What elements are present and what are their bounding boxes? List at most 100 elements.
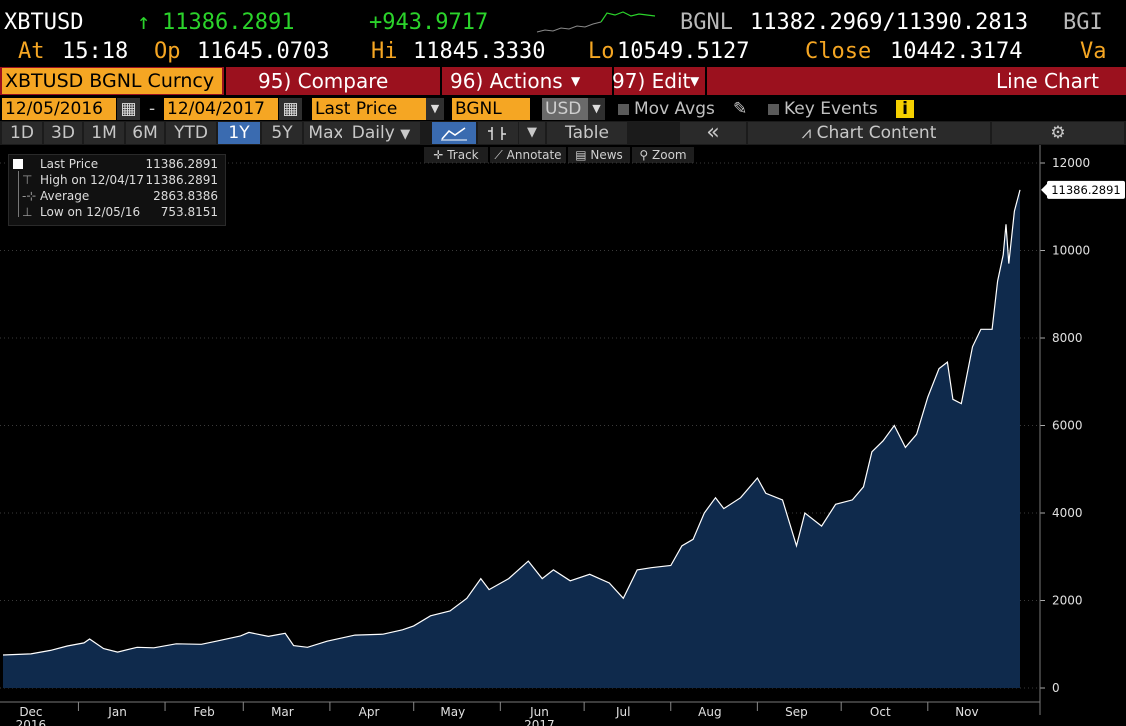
x-tick-label: Oct [870,705,891,719]
pricing-source-input[interactable]: BGNL [452,98,530,120]
mov-avgs-label: Mov Avgs [634,99,715,119]
chart-content-icon: ⩘ [801,123,812,143]
news-button[interactable]: ▤ News [568,147,630,163]
table-tab[interactable]: Table [547,122,627,144]
x-tick-label: Jun [529,705,549,719]
menu-separator [224,67,226,95]
actions-menu[interactable]: 96) Actions [450,69,563,93]
legend-tree-line [18,171,19,217]
legend-last-label: Last Price [40,157,99,171]
last-price-pointer [1041,183,1047,196]
y-tick-label: 0 [1052,681,1060,695]
menu-separator [440,67,442,95]
sparkline-chart [536,11,656,33]
annotate-button[interactable]: ⟋ Annotate [490,147,566,163]
legend-last-value: 11386.2891 [145,157,218,171]
end-date-input[interactable]: 12/04/2017 [164,98,278,120]
period-button-6m[interactable]: 6M [126,122,164,144]
menu-separator [705,67,707,95]
open-label: Op [154,39,181,64]
at-label: At [18,39,45,64]
y-tick-label: 12000 [1052,156,1090,170]
news-icon: ▤ [575,148,587,162]
zoom-label: Zoom [652,148,687,162]
x-year-label: 2017 [524,718,555,726]
currency-select[interactable]: USD [542,98,588,120]
zoom-button[interactable]: ⚲ Zoom [632,147,694,163]
bid-ask: 11382.2969/11390.2813 [750,10,1029,35]
chevron-down-icon[interactable]: ▼ [426,98,444,120]
up-arrow-icon: ↑ [137,10,151,35]
collapse-icon[interactable]: « [680,122,746,144]
annotate-icon: ⟋ [494,148,503,162]
info-icon[interactable]: i [896,100,914,118]
period-button-max[interactable]: Max [304,122,348,144]
track-button[interactable]: ✛ Track [424,147,488,163]
legend-high-value: 11386.2891 [145,173,218,187]
mov-avgs-checkbox[interactable]: Mov Avgs [615,98,715,120]
last-price-tag-text: 11386.2891 [1051,183,1121,197]
y-axis: 0 2000 4000 6000 8000 10000 12000 [1039,145,1090,715]
chevron-down-icon[interactable]: ▼ [400,127,411,142]
actions-dropdown-icon[interactable]: ▼ [571,74,581,88]
volume-label: Va [1080,39,1107,64]
candlestick-icon[interactable] [478,122,518,144]
y-tick-label: 8000 [1052,331,1083,345]
x-tick-label: Feb [194,705,215,719]
period-button-ytd[interactable]: YTD [166,122,216,144]
news-label: News [590,148,623,162]
date-range-dash: - [149,99,156,119]
edit-menu[interactable]: 97) Edit [612,69,691,93]
net-change: +943.9717 [369,10,489,35]
edit-dropdown-icon[interactable]: ▼ [690,74,700,88]
line-chart-icon[interactable] [432,122,476,144]
y-tick-label: 4000 [1052,506,1083,520]
x-tick-label: May [440,705,465,719]
quote-source: BGNL [680,10,733,35]
checkbox-icon[interactable] [768,103,779,115]
last-price-swatch [13,159,23,169]
price-area-fill [3,189,1020,688]
x-tick-label: Jul [615,705,630,719]
legend-low-label: Low on 12/05/16 [40,205,141,219]
last-price: 11386.2891 [162,10,295,35]
quote-source-secondary: BGI [1063,10,1103,35]
y-tick-label: 10000 [1052,244,1090,258]
security-field[interactable]: XBTUSD BGNL Curncy [2,68,222,94]
compare-menu[interactable]: 95) Compare [258,69,389,93]
close-price: 10442.3174 [890,39,1023,64]
menu-separator [612,67,614,95]
period-button-1d[interactable]: 1D [2,122,42,144]
calendar-icon[interactable]: ▦ [279,98,302,120]
y-tick-label: 6000 [1052,419,1083,433]
key-events-label: Key Events [784,99,878,119]
last-price-tag [1047,180,1125,199]
key-events-checkbox[interactable]: Key Events [765,98,878,120]
chart-content-label: Chart Content [816,123,937,143]
field-select[interactable]: Last Price [312,98,426,120]
chart-style-dropdown-icon[interactable]: ▼ [519,122,545,144]
pencil-icon[interactable]: ✎ [733,99,748,119]
track-label: Track [447,148,479,162]
ticker-symbol[interactable]: XBTUSD [4,10,84,35]
gear-icon[interactable]: ⚙ [992,122,1124,144]
period-button-1m[interactable]: 1M [84,122,124,144]
start-date-input[interactable]: 12/05/2016 [2,98,116,120]
checkbox-icon[interactable] [618,103,629,115]
chart-type-title: Line Chart [996,69,1099,93]
chevron-down-icon[interactable]: ▼ [588,98,605,120]
high-marker-icon: ⊤ [22,173,33,187]
y-tick-label: 2000 [1052,594,1083,608]
high-label: Hi [371,39,398,64]
chart-content-button[interactable]: ⩘ Chart Content [748,122,990,144]
period-button-5y[interactable]: 5Y [262,122,302,144]
high-price: 11845.3330 [413,39,546,64]
annotate-label: Annotate [506,148,562,162]
calendar-icon[interactable]: ▦ [117,98,140,120]
frequency-select[interactable]: Daily ▼ [342,122,420,144]
period-button-1y[interactable]: 1Y [218,122,260,144]
crosshair-icon: ✛ [433,148,444,162]
period-button-3d[interactable]: 3D [44,122,82,144]
low-marker-icon: ⊥ [22,205,33,219]
